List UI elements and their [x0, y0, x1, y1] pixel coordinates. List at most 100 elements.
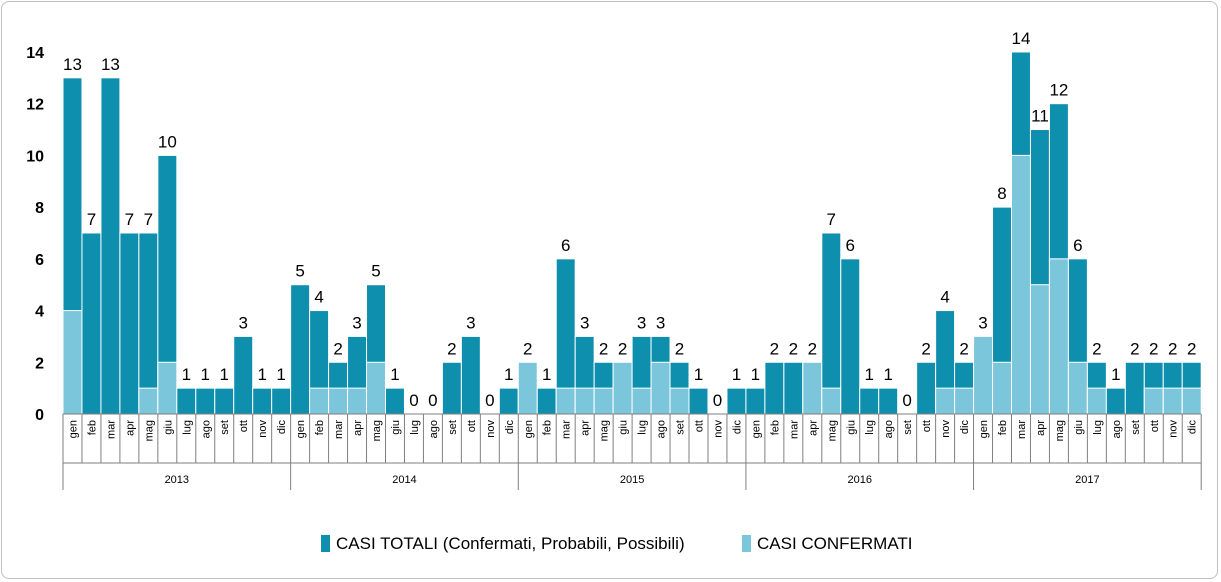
y-tick-label: 0: [35, 407, 44, 424]
y-tick-label: 2: [35, 355, 44, 372]
bar-casi-totali: [290, 284, 311, 415]
x-year-label: 2017: [1075, 474, 1099, 486]
data-label: 3: [637, 313, 646, 332]
bar-casi-confermati: [1011, 154, 1031, 415]
x-year-label: 2015: [620, 474, 644, 486]
data-label: 2: [675, 339, 684, 358]
data-label: 1: [542, 365, 551, 384]
data-label: 11: [1031, 107, 1049, 126]
bar-casi-totali: [138, 232, 159, 415]
data-label: 0: [409, 391, 418, 410]
data-label: 1: [694, 365, 703, 384]
bar-casi-totali: [119, 232, 140, 415]
x-month-label: lug: [1092, 420, 1104, 435]
x-month-label: gen: [978, 420, 990, 438]
bar-casi-totali: [1105, 387, 1126, 415]
x-year-label: 2013: [165, 474, 189, 486]
data-label: 1: [504, 365, 513, 384]
data-label: 6: [1073, 236, 1082, 255]
data-label: 1: [1111, 365, 1120, 384]
bar-casi-confermati: [973, 335, 994, 415]
bar-casi-totali: [764, 361, 785, 415]
bar-casi-confermati: [1067, 361, 1088, 415]
data-label: 2: [808, 339, 817, 358]
x-month-label: set: [447, 420, 459, 435]
legend-label-totali: CASI TOTALI (Confermati, Probabili, Poss…: [336, 534, 685, 553]
data-label: 2: [1168, 339, 1177, 358]
x-month-label: dic: [959, 420, 971, 435]
bar-casi-totali: [176, 387, 197, 415]
x-month-label: nov: [940, 420, 952, 438]
x-year-label: 2016: [847, 474, 871, 486]
x-month-label: mar: [788, 420, 800, 439]
bar-casi-confermati: [802, 361, 823, 415]
data-label: 2: [599, 339, 608, 358]
data-label: 4: [940, 288, 949, 307]
legend: CASI TOTALI (Confermati, Probabili, Poss…: [321, 534, 913, 553]
data-label: 2: [921, 339, 930, 358]
bar-casi-confermati: [821, 387, 842, 415]
data-label: 1: [751, 365, 760, 384]
bar-casi-totali: [840, 258, 861, 415]
bar-casi-confermati: [935, 387, 956, 415]
y-tick-label: 6: [35, 252, 44, 269]
bar-casi-confermati: [650, 361, 671, 415]
data-label: 14: [1012, 29, 1031, 48]
data-label: 2: [333, 339, 342, 358]
data-label: 2: [1187, 339, 1196, 358]
x-month-label: gen: [750, 420, 762, 438]
x-month-label: set: [902, 420, 914, 435]
data-label: 13: [63, 55, 82, 74]
x-month-label: apr: [352, 420, 364, 436]
x-month-label: ott: [693, 420, 705, 432]
data-label: 1: [201, 365, 210, 384]
data-label: 3: [352, 313, 361, 332]
y-tick-label: 4: [35, 304, 44, 321]
data-label: 1: [182, 365, 191, 384]
x-month-label: mar: [333, 420, 345, 439]
x-month-label: dic: [1187, 420, 1199, 435]
bar-casi-confermati: [328, 387, 349, 415]
x-month-label: mag: [1054, 420, 1066, 441]
legend-swatch-confermati: [742, 535, 751, 552]
y-tick-label: 12: [26, 97, 44, 114]
bar-casi-confermati: [574, 387, 595, 415]
bar-casi-totali: [1124, 361, 1145, 415]
data-label: 7: [125, 210, 134, 229]
y-tick-label: 10: [26, 148, 44, 165]
bar-casi-totali: [384, 387, 405, 415]
bar-casi-totali: [195, 387, 216, 415]
x-month-label: ago: [1111, 420, 1123, 438]
x-month-label: set: [675, 420, 687, 435]
x-month-label: gen: [295, 420, 307, 438]
data-label: 2: [447, 339, 456, 358]
x-month-label: ago: [883, 420, 895, 438]
x-month-label: mag: [599, 420, 611, 441]
data-label: 13: [101, 55, 120, 74]
x-month-label: mag: [143, 420, 155, 441]
data-label: 2: [1130, 339, 1139, 358]
data-label: 2: [770, 339, 779, 358]
x-month-label: gen: [523, 420, 535, 438]
x-month-label: ago: [428, 420, 440, 438]
x-month-label: lug: [864, 420, 876, 435]
data-label: 2: [1092, 339, 1101, 358]
data-label: 3: [580, 313, 589, 332]
x-month-label: set: [1130, 420, 1142, 435]
data-label: 3: [978, 313, 987, 332]
bar-casi-confermati: [631, 387, 652, 415]
x-month-label: ott: [921, 420, 933, 432]
x-month-label: apr: [1035, 420, 1047, 436]
data-label: 0: [713, 391, 722, 410]
bar-casi-totali: [460, 335, 481, 415]
data-label: 5: [295, 262, 304, 281]
bar-casi-totali: [214, 387, 235, 415]
data-label: 0: [485, 391, 494, 410]
x-month-label: mag: [826, 420, 838, 441]
bar-casi-confermati: [1181, 387, 1202, 415]
data-label: 2: [789, 339, 798, 358]
bar-casi-totali: [783, 361, 804, 415]
bar-casi-totali: [878, 387, 899, 415]
data-label: 6: [561, 236, 570, 255]
bar-casi-confermati: [669, 387, 690, 415]
